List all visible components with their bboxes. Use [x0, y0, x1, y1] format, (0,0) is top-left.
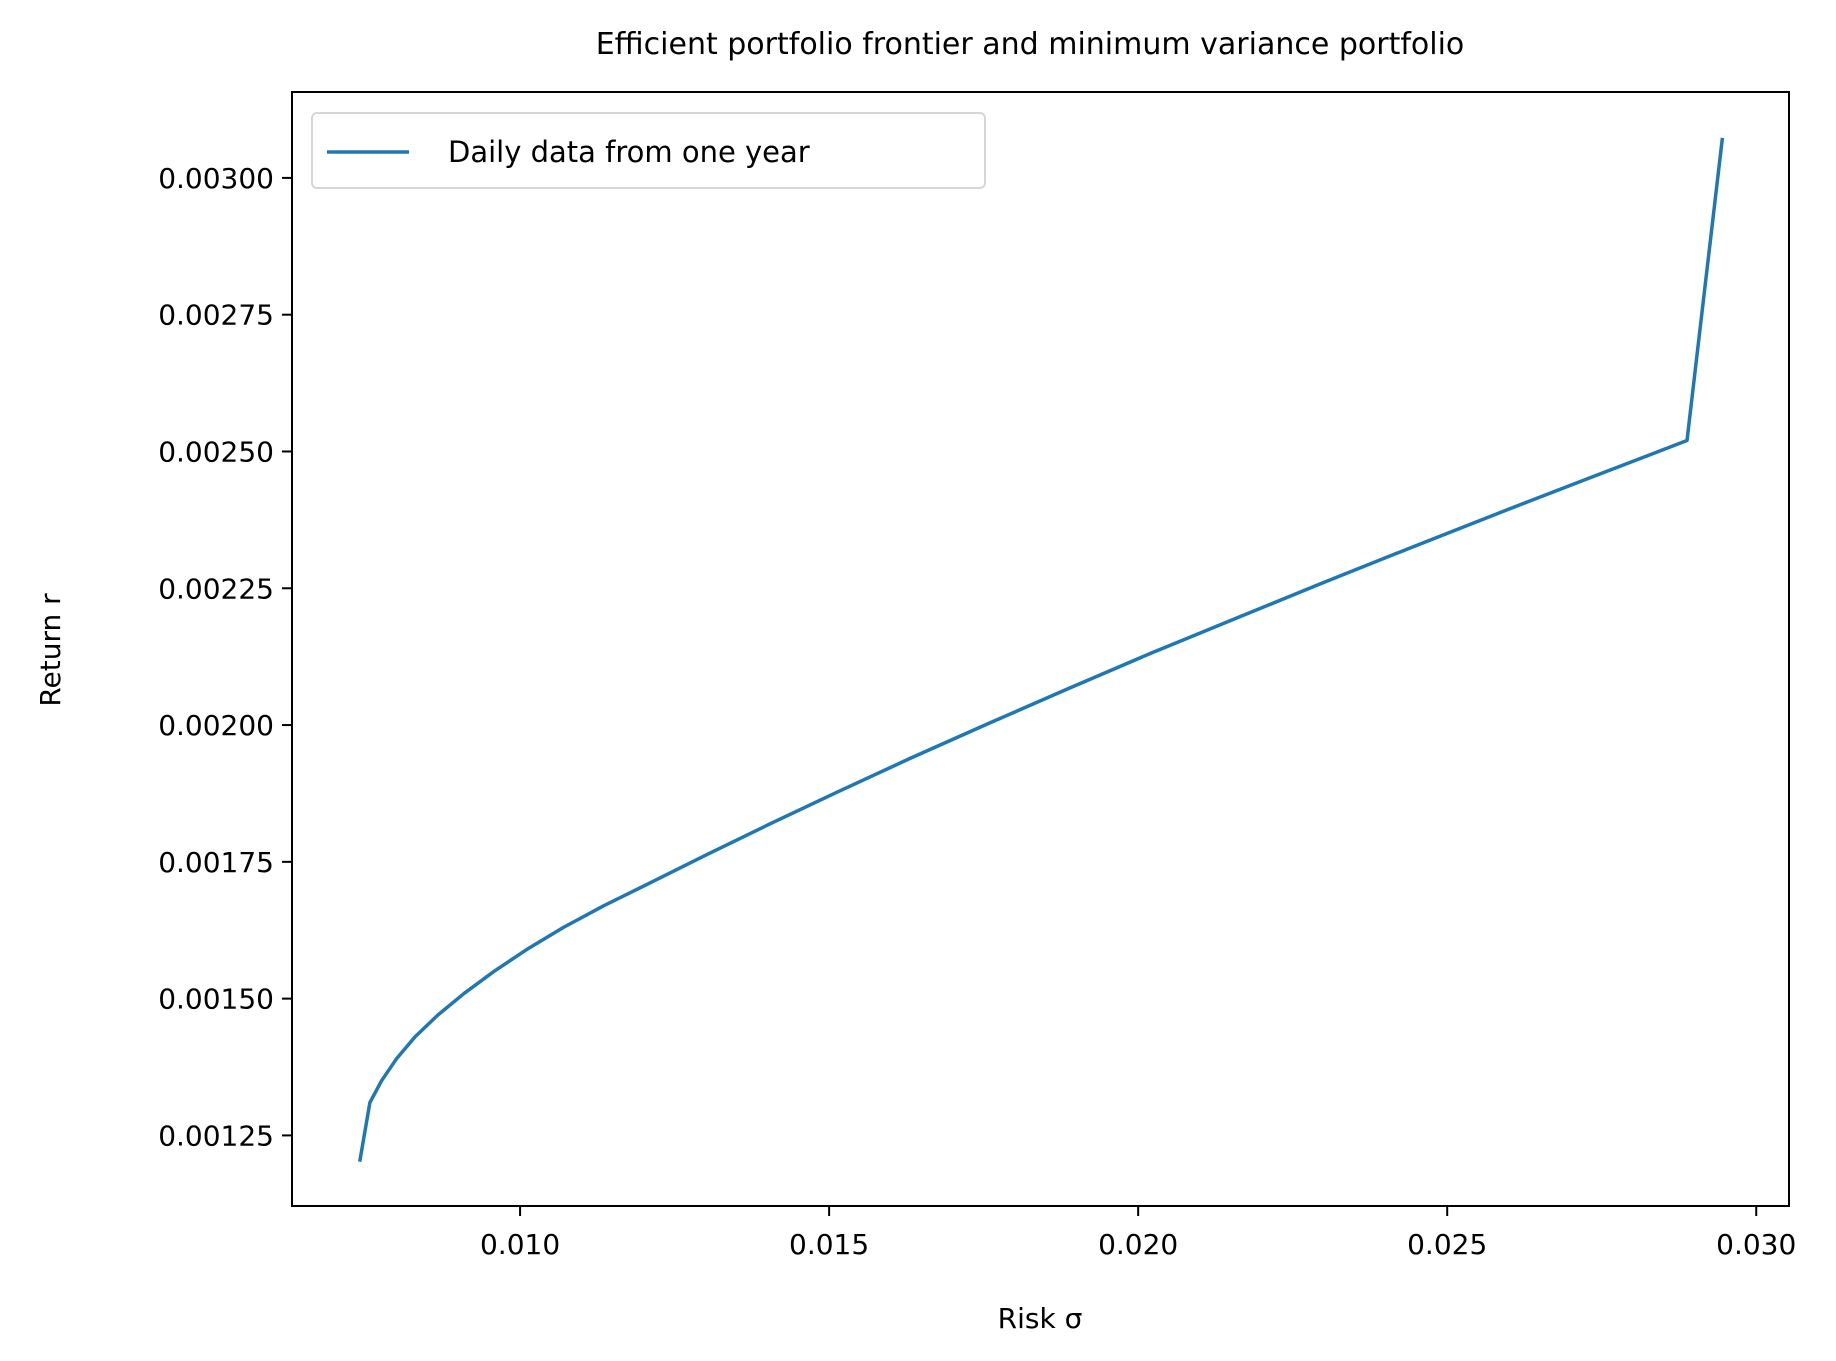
chart-title: Efficient portfolio frontier and minimum…	[596, 27, 1465, 62]
y-tick-label: 0.00200	[158, 709, 274, 742]
y-tick-label: 0.00125	[158, 1119, 274, 1152]
y-axis-label: Return r	[34, 593, 67, 707]
frontier-series-line	[357, 137, 1725, 1163]
plot-frame	[291, 91, 1790, 1207]
y-tick-label: 0.00250	[158, 435, 274, 468]
x-axis-label: Risk σ	[998, 1302, 1083, 1335]
x-tick-label: 0.010	[480, 1228, 560, 1261]
plot-area	[357, 137, 1725, 1163]
y-tick-label: 0.00275	[158, 299, 274, 332]
y-tick-label: 0.00175	[158, 846, 274, 879]
x-tick-label: 0.020	[1098, 1228, 1178, 1261]
x-tick-label: 0.015	[789, 1228, 869, 1261]
y-tick-label: 0.00225	[158, 572, 274, 605]
x-tick-label: 0.030	[1716, 1228, 1796, 1261]
axis-ticks: 0.010 0.015 0.020 0.025 0.030 0.00125 0.00150 0…	[158, 162, 1796, 1261]
y-tick-label: 0.00300	[158, 162, 274, 195]
legend-entry-label: Daily data from one year	[448, 135, 810, 169]
y-tick-label: 0.00150	[158, 983, 274, 1016]
x-tick-label: 0.025	[1407, 1228, 1487, 1261]
legend-box	[311, 112, 986, 189]
legend: Daily data from one year	[311, 112, 986, 189]
